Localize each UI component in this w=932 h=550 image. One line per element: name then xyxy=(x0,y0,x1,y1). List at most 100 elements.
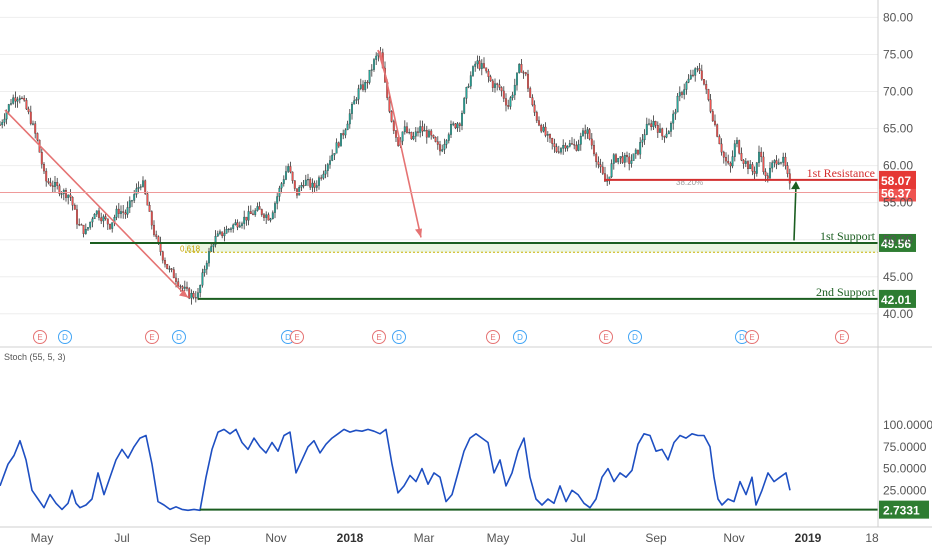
candle-body xyxy=(282,179,285,184)
candle-body xyxy=(179,285,182,287)
candle-body xyxy=(452,123,455,125)
candle-body xyxy=(309,179,312,188)
candle-body xyxy=(566,146,569,149)
candle-body xyxy=(280,183,283,189)
candle-body xyxy=(150,211,153,226)
candle-body xyxy=(373,59,375,70)
candle-body xyxy=(164,260,166,265)
candle-body xyxy=(674,111,677,115)
candle-body xyxy=(788,173,791,184)
candle-body xyxy=(139,186,142,188)
candle-body xyxy=(366,82,369,84)
candle-body xyxy=(82,224,85,234)
candle-body xyxy=(599,164,602,168)
candle-body xyxy=(293,180,296,189)
candle-body xyxy=(445,140,448,145)
stoch-level-value: 2.7331 xyxy=(883,504,920,518)
candle-body xyxy=(54,182,56,187)
candle-body xyxy=(698,68,701,71)
candle-body xyxy=(135,188,138,195)
candle-body xyxy=(419,126,422,133)
candle-body xyxy=(126,207,129,215)
candle-body xyxy=(344,129,347,136)
event-marker-letter: E xyxy=(37,333,42,342)
candle-body xyxy=(274,203,276,213)
candle-body xyxy=(575,145,578,151)
candle-body xyxy=(161,251,164,261)
candle-body xyxy=(357,88,360,100)
candle-body xyxy=(29,111,32,124)
level-value: 58.07 xyxy=(881,174,911,188)
candle-body xyxy=(205,262,208,270)
candle-body xyxy=(586,129,589,134)
candle-body xyxy=(183,286,186,289)
candle-body xyxy=(593,145,595,155)
candle-body xyxy=(597,161,600,165)
candle-body xyxy=(480,63,483,69)
candle-body xyxy=(689,74,692,80)
event-marker xyxy=(835,330,849,344)
event-marker-letter: E xyxy=(749,333,754,342)
candle-body xyxy=(771,162,774,169)
candle-body xyxy=(564,145,567,149)
candle-body xyxy=(32,123,34,125)
fib-382-label: 38.20% xyxy=(676,178,703,187)
candle-body xyxy=(326,164,329,171)
candle-body xyxy=(340,133,342,147)
candle-body xyxy=(531,97,534,106)
event-marker xyxy=(372,330,386,344)
candle-body xyxy=(265,214,268,218)
candle-body xyxy=(298,187,301,196)
stoch-tick-label: 50.0000 xyxy=(883,462,927,476)
candle-body xyxy=(604,173,606,182)
level-badge xyxy=(879,170,916,189)
event-marker-letter: D xyxy=(517,333,523,342)
candle-body xyxy=(703,79,705,85)
candle-body xyxy=(683,89,686,95)
projection-arrow-head xyxy=(415,228,422,238)
candle-body xyxy=(60,193,63,195)
candle-body xyxy=(707,89,710,100)
candle-body xyxy=(696,68,699,70)
candle-body xyxy=(443,144,446,150)
candle-body xyxy=(478,60,481,69)
candle-body xyxy=(170,268,173,270)
candle-body xyxy=(117,208,120,214)
candle-body xyxy=(637,149,639,155)
candle-body xyxy=(304,179,307,186)
candle-body xyxy=(555,146,558,152)
candle-body xyxy=(159,242,162,252)
candle-body xyxy=(89,221,92,228)
candle-body xyxy=(487,70,490,77)
candle-body xyxy=(177,281,180,287)
candle-body xyxy=(780,162,782,164)
x-tick-label: Jul xyxy=(570,531,585,545)
price-tick-label: 55.00 xyxy=(883,196,913,210)
candle-body xyxy=(203,269,206,273)
event-marker-letter: D xyxy=(632,333,638,342)
event-marker-letter: E xyxy=(603,333,608,342)
candle-body xyxy=(27,108,30,113)
candle-body xyxy=(463,98,466,114)
candle-body xyxy=(434,137,437,142)
candle-body xyxy=(7,104,10,112)
candle-body xyxy=(769,167,771,179)
candle-body xyxy=(672,113,675,124)
candle-body xyxy=(329,160,331,165)
event-marker xyxy=(145,330,159,344)
candle-body xyxy=(483,63,485,68)
candle-body xyxy=(441,149,444,152)
candle-body xyxy=(276,196,279,204)
candle-body xyxy=(461,113,463,126)
candle-body xyxy=(766,175,769,179)
candle-body xyxy=(571,143,573,145)
candle-body xyxy=(454,123,457,129)
candle-body xyxy=(749,164,752,170)
candle-body xyxy=(692,74,694,76)
candle-body xyxy=(681,92,683,95)
candle-body xyxy=(773,160,776,163)
price-tick-label: 70.00 xyxy=(883,85,913,99)
candle-body xyxy=(390,111,393,122)
x-tick-label: Sep xyxy=(189,531,211,545)
candle-body xyxy=(186,286,188,289)
